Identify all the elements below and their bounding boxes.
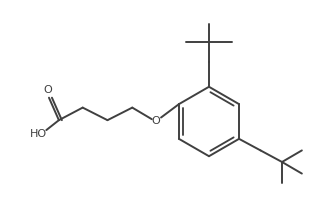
Text: O: O (152, 116, 160, 126)
Text: O: O (43, 85, 52, 95)
Text: HO: HO (30, 129, 46, 139)
